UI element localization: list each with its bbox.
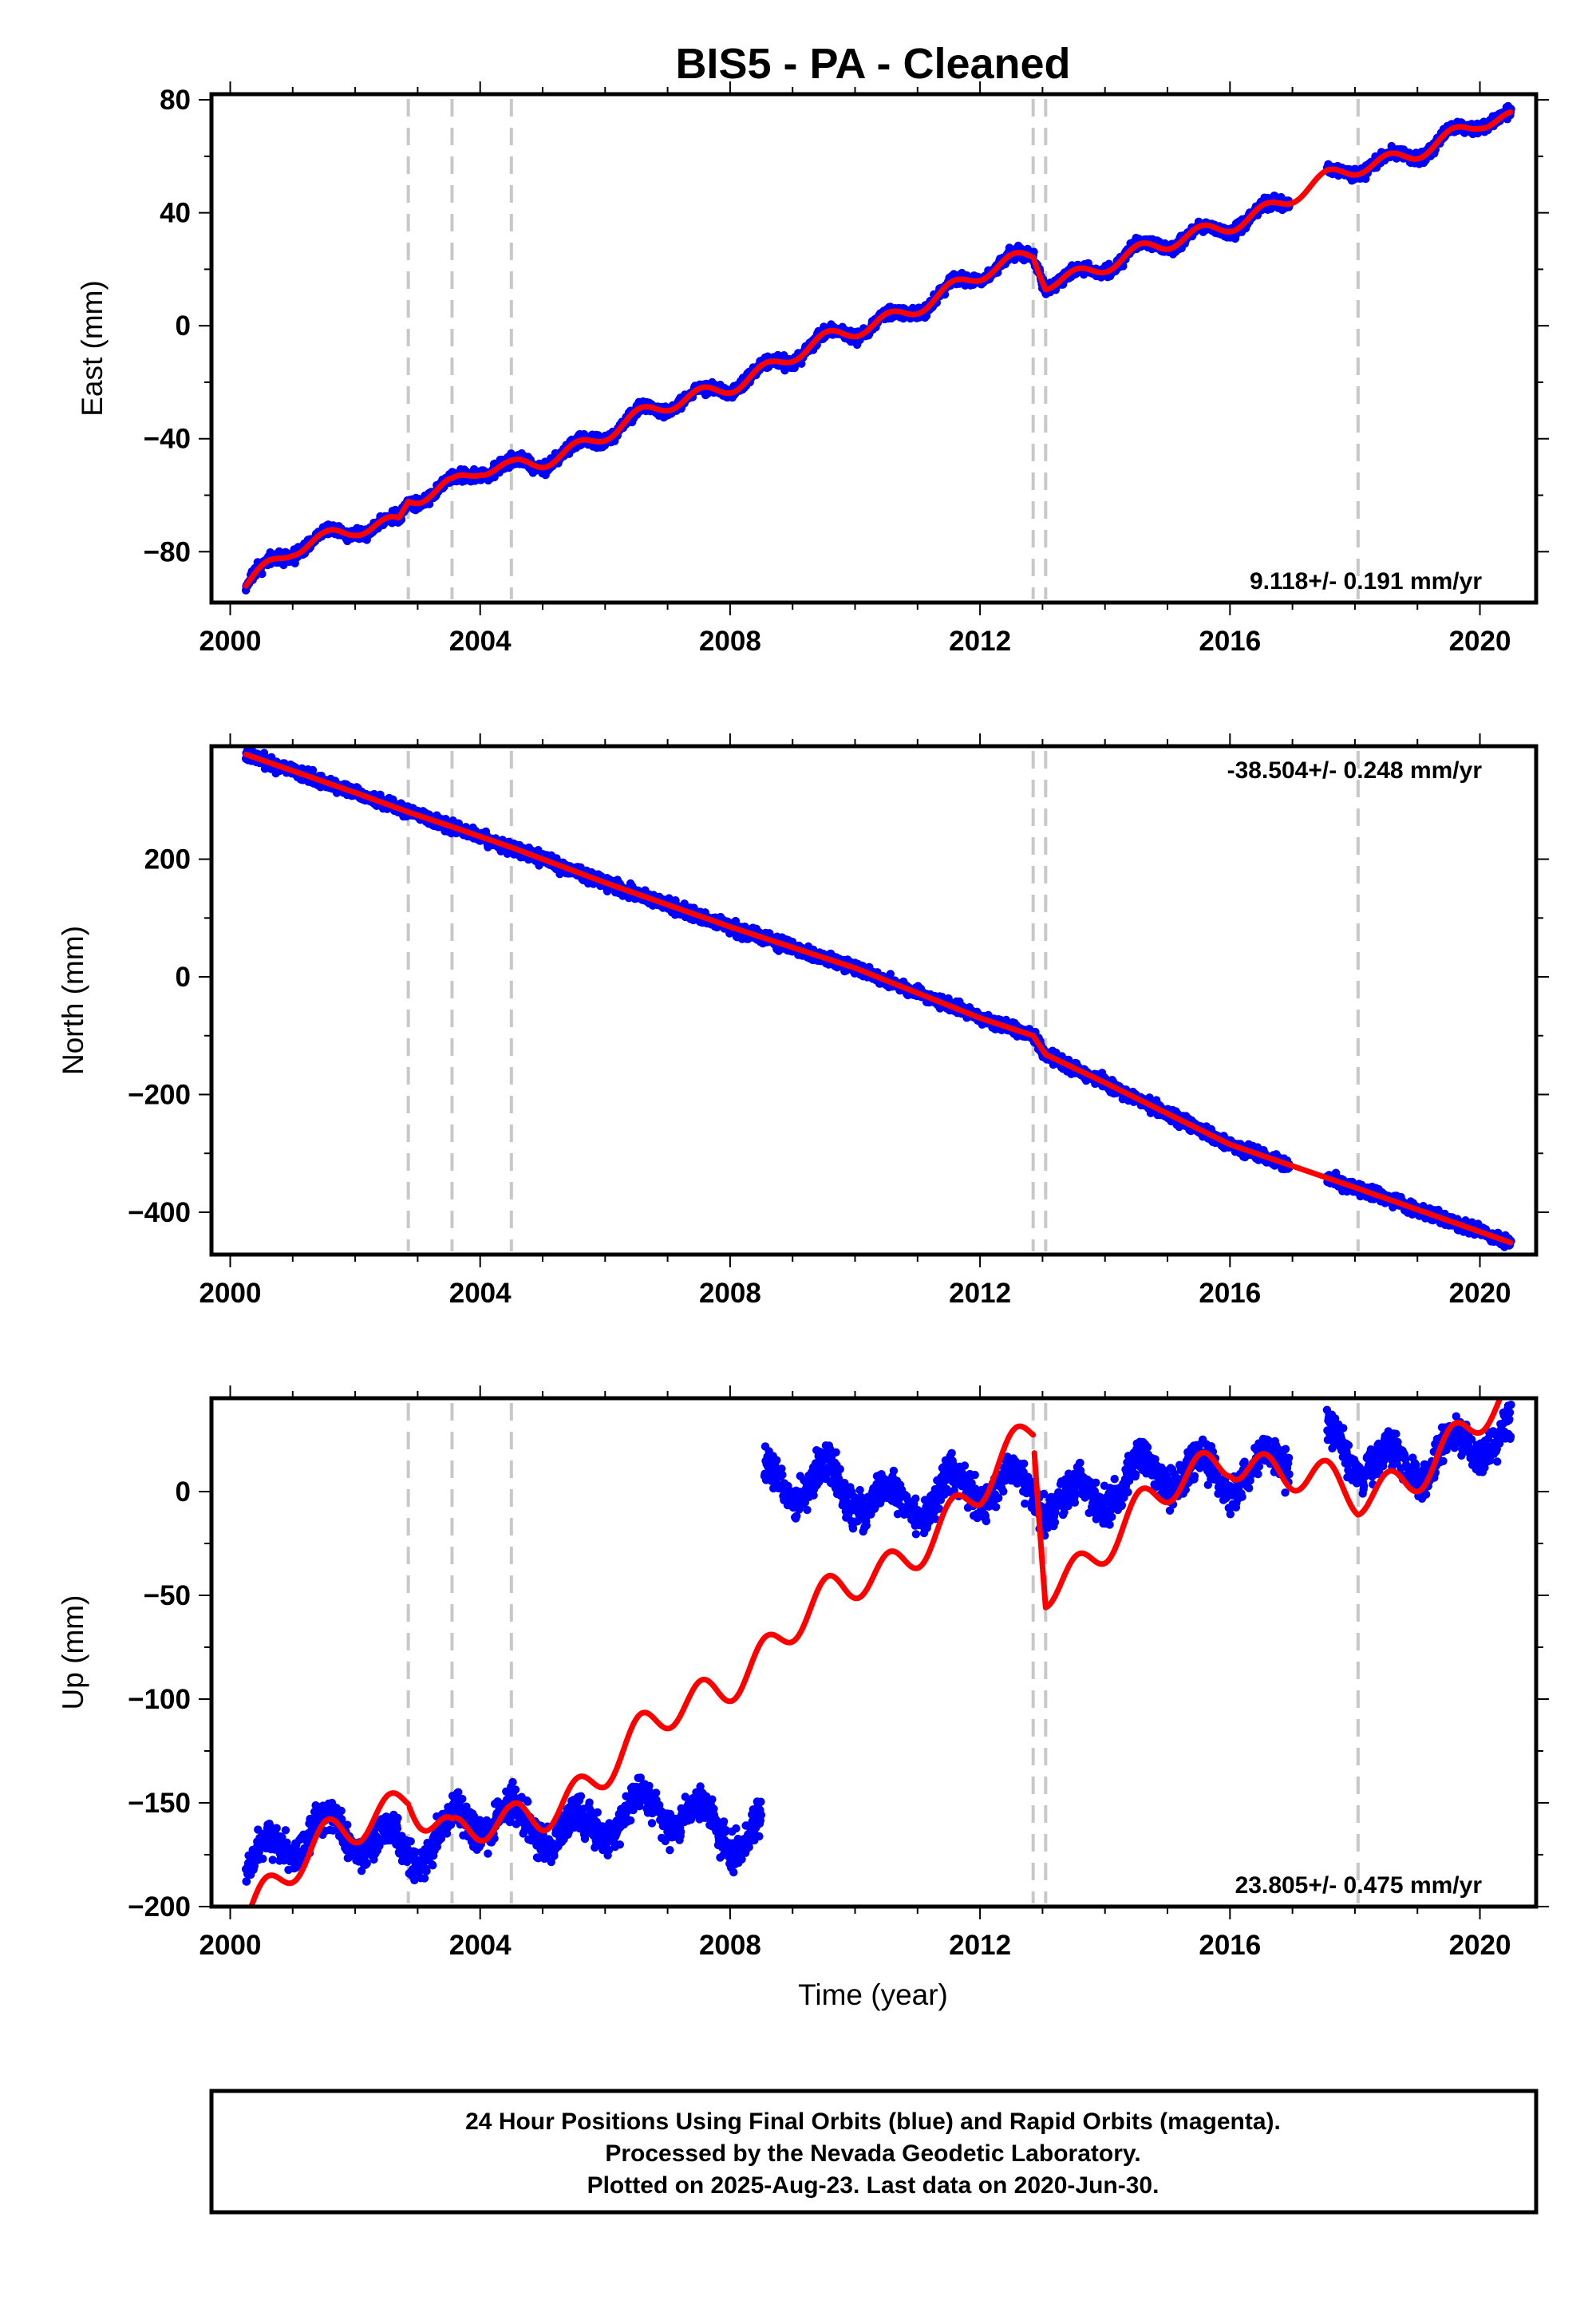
- north-point-1587: [886, 970, 895, 978]
- east-model-line-3: [509, 250, 1037, 471]
- east-xtick-label-2016: 2016: [1199, 626, 1261, 657]
- east-rate-label: 9.118+/- 0.191 mm/yr: [1250, 568, 1482, 595]
- east-model-lines: [243, 109, 1514, 589]
- east-ytick-label-3: 40: [160, 198, 191, 229]
- east-model-line-6: [1356, 109, 1514, 177]
- east-model-line-2: [450, 457, 514, 480]
- east-model-line-4: [1031, 258, 1049, 293]
- east-model-line-0: [243, 498, 412, 589]
- east-frame: [209, 92, 1539, 605]
- east-xtick-label-2012: 2012: [949, 626, 1011, 657]
- east-ytick-label-2: 0: [176, 310, 191, 342]
- east-ytick-label-4: 80: [160, 85, 191, 116]
- east-xtick-label-2020: 2020: [1449, 626, 1511, 657]
- east-xtick-label-2004: 2004: [449, 626, 512, 657]
- east-ytick-label-0: −80: [144, 536, 191, 567]
- east-panel: 2000 2004 2008 2012 2016 2020 −80 −40 0 40 80 East …: [76, 81, 1549, 657]
- north-panel: 2000 2004 2008 2012 2016 2020−400−2000200Nort…: [57, 733, 1549, 1309]
- east-model-line-5: [1044, 166, 1361, 293]
- east-data-points: [241, 101, 1515, 595]
- east-xtick-label-2000: 2000: [200, 626, 262, 657]
- east-ytick-label-1: −40: [144, 424, 191, 455]
- figure-title: BIS5 - PA - Cleaned: [675, 40, 1070, 88]
- east-y-axis-label: East (mm): [76, 280, 109, 417]
- east-point-40: [258, 569, 267, 579]
- east-model-line-1: [406, 475, 455, 507]
- east-xtick-label-2008: 2008: [699, 626, 761, 657]
